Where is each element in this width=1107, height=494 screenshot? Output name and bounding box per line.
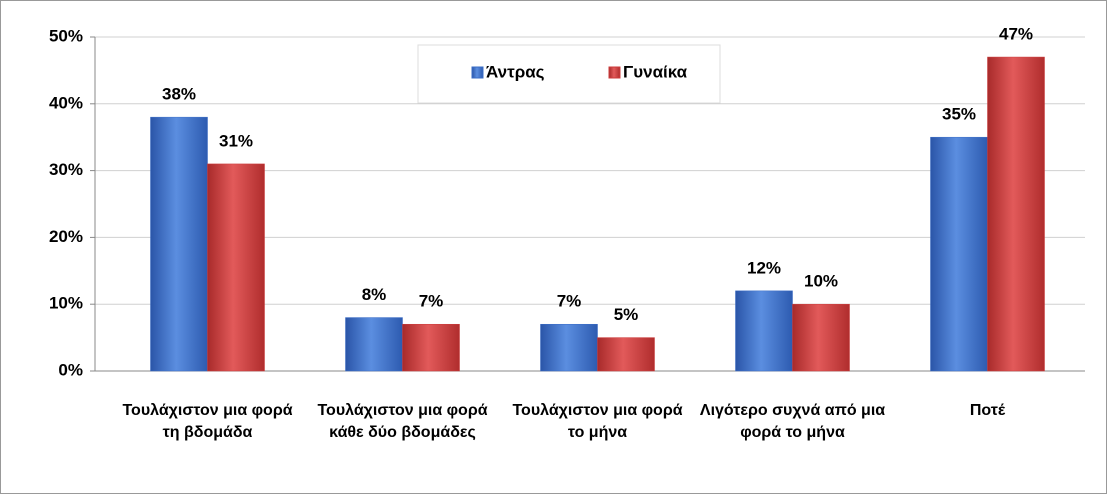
- bar: [207, 163, 265, 372]
- bar: [930, 136, 988, 372]
- data-label: 47%: [999, 25, 1033, 44]
- x-tick-label: Ποτέ: [969, 402, 1006, 419]
- y-tick-label: 40%: [49, 93, 83, 112]
- bar: [150, 116, 208, 372]
- data-label: 7%: [419, 292, 444, 311]
- data-label: 5%: [614, 305, 639, 324]
- bar: [987, 56, 1045, 372]
- x-tick-label: Τουλάχιστον μια φορά κάθε δύο βδομάδες: [317, 402, 488, 441]
- bar: [345, 317, 403, 372]
- x-tick-label: Τουλάχιστον μια φορά το μήνα: [512, 402, 683, 441]
- x-tick-label: Τουλάχιστον μια φορά τη βδομάδα: [122, 402, 293, 441]
- legend-swatch: [471, 66, 484, 79]
- x-tick-label: Λιγότερο συχνά από μια φορά το μήνα: [699, 402, 886, 441]
- data-label: 31%: [219, 131, 253, 150]
- bar: [597, 337, 655, 372]
- y-tick-label: 10%: [49, 294, 83, 313]
- bar: [402, 323, 460, 372]
- y-tick-label: 0%: [58, 360, 83, 379]
- data-label: 38%: [162, 85, 196, 104]
- data-label: 35%: [942, 105, 976, 124]
- bar: [735, 290, 793, 372]
- bar: [792, 303, 850, 372]
- data-label: 12%: [747, 258, 781, 277]
- legend-swatch: [608, 66, 621, 79]
- y-tick-label: 20%: [49, 227, 83, 246]
- data-label: 10%: [804, 272, 838, 291]
- legend-label: Γυναίκα: [623, 62, 688, 81]
- y-tick-label: 30%: [49, 160, 83, 179]
- data-label: 7%: [557, 292, 582, 311]
- y-tick-label: 50%: [49, 26, 83, 45]
- data-label: 8%: [362, 285, 387, 304]
- legend-label: Άντρας: [486, 62, 545, 81]
- legend-box: [417, 44, 721, 104]
- bar: [540, 323, 598, 372]
